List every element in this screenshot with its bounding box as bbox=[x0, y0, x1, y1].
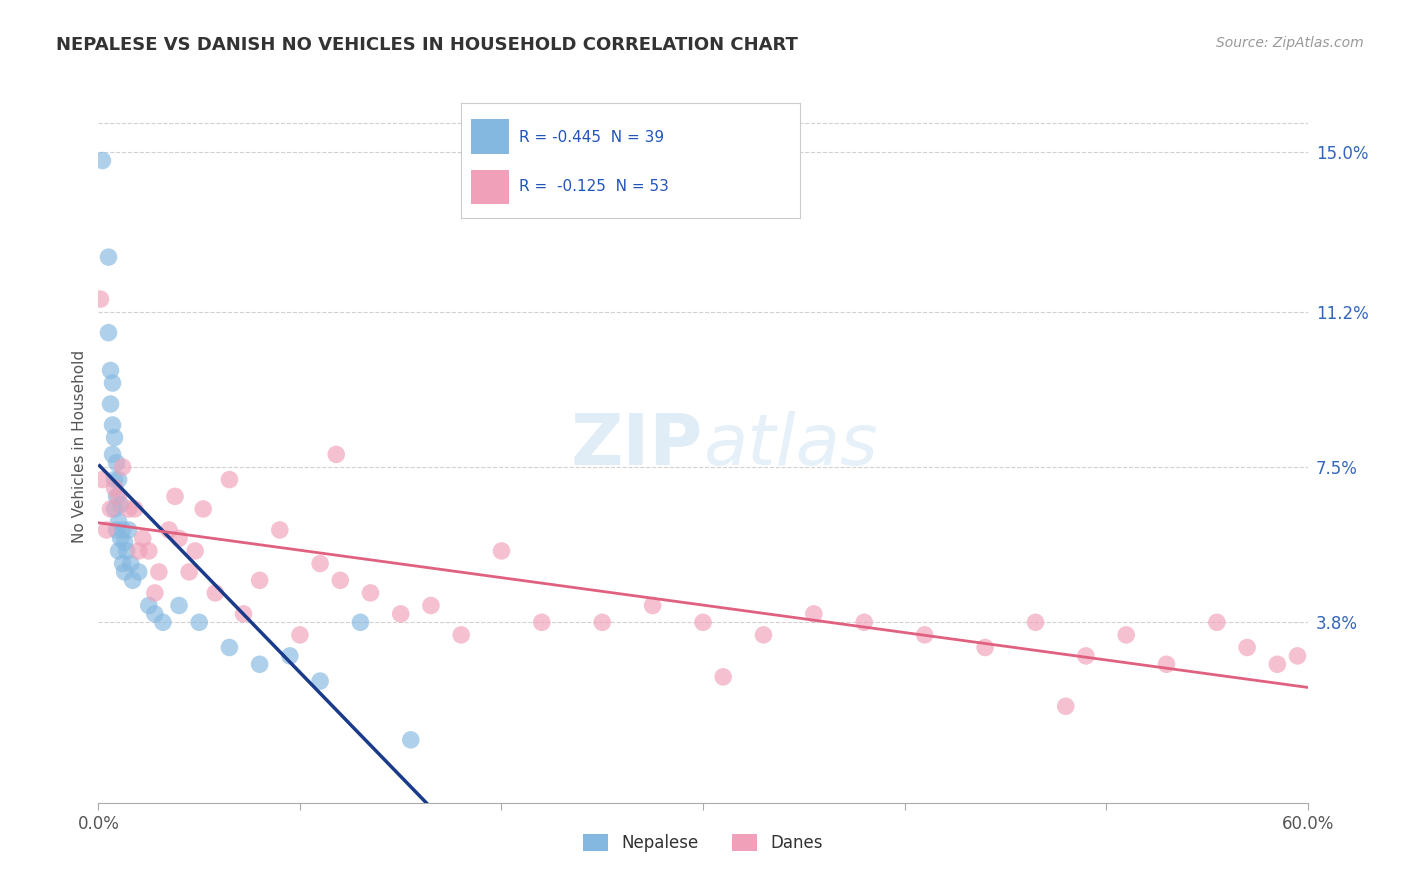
Point bbox=[114, 565, 136, 579]
Point bbox=[100, 502, 122, 516]
Point bbox=[360, 586, 382, 600]
Point bbox=[309, 674, 332, 689]
Point bbox=[101, 417, 124, 432]
Point bbox=[97, 326, 120, 340]
Point bbox=[111, 460, 134, 475]
Point bbox=[530, 615, 553, 630]
Point bbox=[132, 532, 155, 546]
Point bbox=[100, 363, 122, 377]
Point bbox=[115, 544, 138, 558]
Point bbox=[110, 532, 132, 546]
Point bbox=[193, 502, 215, 516]
Point bbox=[138, 544, 160, 558]
Point bbox=[1286, 648, 1309, 663]
Point bbox=[167, 599, 190, 613]
Point bbox=[269, 523, 291, 537]
Point bbox=[101, 447, 124, 461]
Point bbox=[188, 615, 211, 630]
Point bbox=[218, 640, 240, 655]
Point bbox=[853, 615, 876, 630]
Point bbox=[1267, 657, 1289, 672]
Point bbox=[167, 532, 190, 546]
Point bbox=[107, 515, 129, 529]
Point bbox=[491, 544, 513, 558]
Point bbox=[591, 615, 613, 630]
Point bbox=[96, 523, 118, 537]
Point bbox=[128, 565, 150, 579]
Point bbox=[148, 565, 170, 579]
Point bbox=[118, 502, 141, 516]
Point bbox=[152, 615, 174, 630]
Point bbox=[204, 586, 226, 600]
Text: ZIP: ZIP bbox=[571, 411, 703, 481]
Point bbox=[232, 607, 254, 621]
Point bbox=[803, 607, 825, 621]
Point bbox=[1115, 628, 1137, 642]
Point bbox=[91, 473, 114, 487]
Point bbox=[399, 732, 422, 747]
Point bbox=[692, 615, 714, 630]
Point bbox=[105, 456, 128, 470]
Point bbox=[309, 557, 332, 571]
Point bbox=[111, 557, 134, 571]
Point bbox=[128, 544, 150, 558]
Point bbox=[101, 376, 124, 390]
Point bbox=[114, 535, 136, 549]
Point bbox=[1074, 648, 1097, 663]
Point bbox=[1236, 640, 1258, 655]
Point bbox=[110, 498, 132, 512]
Point bbox=[325, 447, 347, 461]
Point bbox=[105, 489, 128, 503]
Text: Source: ZipAtlas.com: Source: ZipAtlas.com bbox=[1216, 36, 1364, 50]
Point bbox=[249, 657, 271, 672]
Point bbox=[89, 292, 111, 306]
Point bbox=[184, 544, 207, 558]
Point bbox=[288, 628, 311, 642]
Legend: Nepalese, Danes: Nepalese, Danes bbox=[576, 827, 830, 859]
Point bbox=[1156, 657, 1178, 672]
Point bbox=[974, 640, 997, 655]
Point bbox=[97, 250, 120, 264]
Point bbox=[1054, 699, 1077, 714]
Point bbox=[329, 574, 352, 588]
Y-axis label: No Vehicles in Household: No Vehicles in Household bbox=[72, 350, 87, 542]
Point bbox=[1025, 615, 1047, 630]
Point bbox=[103, 481, 125, 495]
Point bbox=[138, 599, 160, 613]
Point bbox=[91, 153, 114, 168]
Point bbox=[752, 628, 775, 642]
Point bbox=[107, 544, 129, 558]
Point bbox=[157, 523, 180, 537]
Point bbox=[124, 502, 146, 516]
Point bbox=[111, 523, 134, 537]
Text: atlas: atlas bbox=[703, 411, 877, 481]
Point bbox=[100, 397, 122, 411]
Point bbox=[349, 615, 371, 630]
Point bbox=[1206, 615, 1229, 630]
Point bbox=[278, 648, 301, 663]
Point bbox=[179, 565, 201, 579]
Point bbox=[118, 523, 141, 537]
Point bbox=[107, 473, 129, 487]
Point bbox=[218, 473, 240, 487]
Point bbox=[103, 431, 125, 445]
Point bbox=[143, 586, 166, 600]
Point bbox=[107, 489, 129, 503]
Point bbox=[105, 523, 128, 537]
Point bbox=[641, 599, 664, 613]
Point bbox=[103, 502, 125, 516]
Point bbox=[450, 628, 472, 642]
Point bbox=[163, 489, 186, 503]
Point bbox=[143, 607, 166, 621]
Point bbox=[711, 670, 734, 684]
Point bbox=[420, 599, 443, 613]
Point bbox=[103, 473, 125, 487]
Point bbox=[121, 574, 143, 588]
Point bbox=[389, 607, 412, 621]
Point bbox=[249, 574, 271, 588]
Text: NEPALESE VS DANISH NO VEHICLES IN HOUSEHOLD CORRELATION CHART: NEPALESE VS DANISH NO VEHICLES IN HOUSEH… bbox=[56, 36, 799, 54]
Point bbox=[120, 557, 142, 571]
Point bbox=[914, 628, 936, 642]
